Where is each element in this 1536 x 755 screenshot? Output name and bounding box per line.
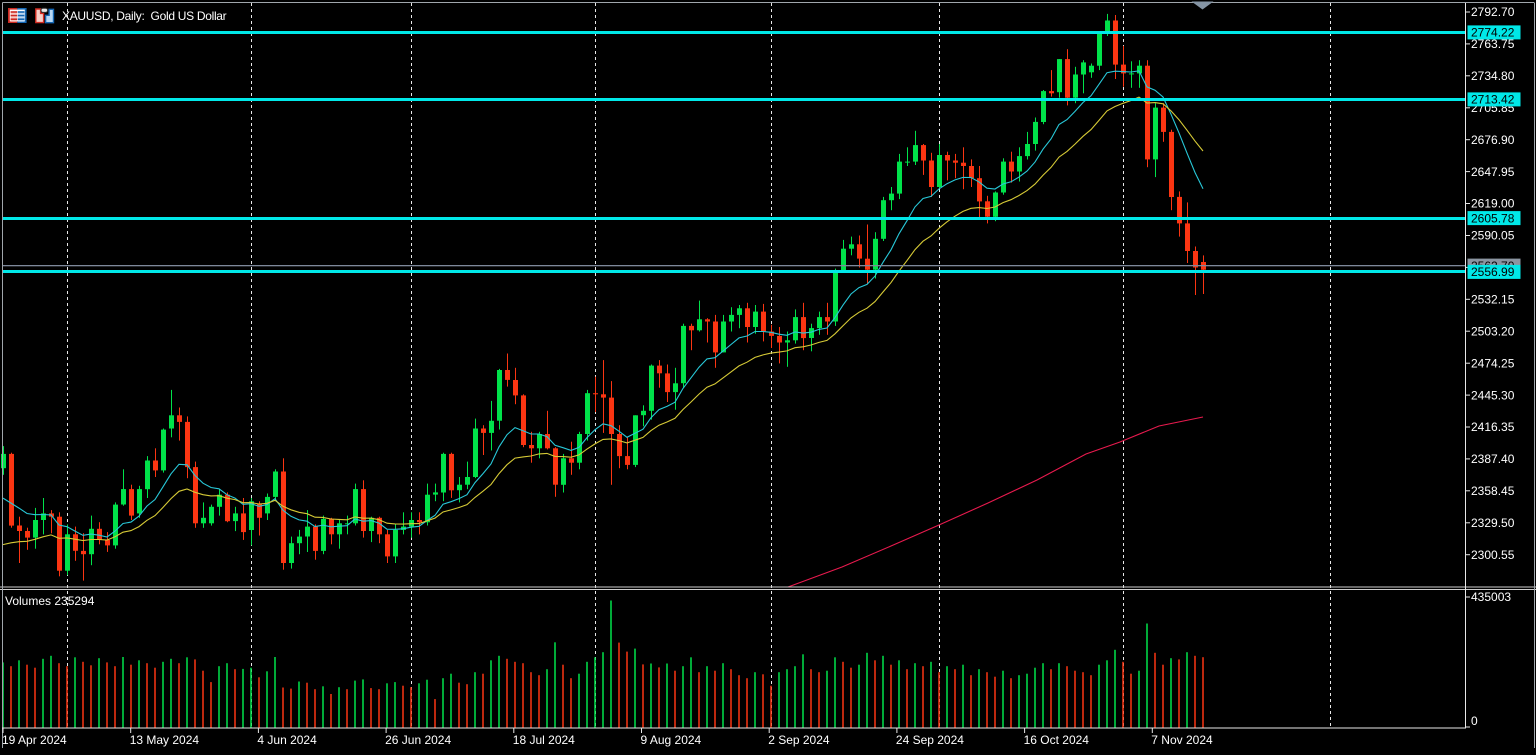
svg-text:13 May 2024: 13 May 2024	[130, 733, 200, 747]
svg-text:2556.99: 2556.99	[1471, 265, 1515, 279]
svg-text:0: 0	[1471, 714, 1478, 728]
svg-text:2713.42: 2713.42	[1471, 93, 1515, 107]
svg-text:19 Apr 2024: 19 Apr 2024	[2, 733, 67, 747]
svg-text:2734.80: 2734.80	[1471, 69, 1515, 83]
svg-text:2 Sep 2024: 2 Sep 2024	[768, 733, 830, 747]
svg-text:2503.20: 2503.20	[1471, 324, 1515, 338]
svg-text:18 Jul 2024: 18 Jul 2024	[513, 733, 575, 747]
svg-text:2763.75: 2763.75	[1471, 37, 1515, 51]
svg-text:4 Jun 2024: 4 Jun 2024	[257, 733, 317, 747]
svg-text:2329.50: 2329.50	[1471, 516, 1515, 530]
svg-text:435003: 435003	[1471, 590, 1511, 604]
svg-text:7 Nov 2024: 7 Nov 2024	[1151, 733, 1213, 747]
svg-text:XAUUSD, Daily: Gold US Dollar: XAUUSD, Daily: Gold US Dollar	[62, 9, 227, 23]
svg-text:2619.00: 2619.00	[1471, 197, 1515, 211]
svg-text:24 Sep 2024: 24 Sep 2024	[896, 733, 964, 747]
svg-text:2416.35: 2416.35	[1471, 420, 1515, 434]
svg-text:Volumes 235294: Volumes 235294	[5, 594, 95, 608]
svg-text:2774.22: 2774.22	[1471, 26, 1515, 40]
svg-text:2532.15: 2532.15	[1471, 293, 1515, 307]
svg-text:2300.55: 2300.55	[1471, 548, 1515, 562]
svg-text:9 Aug 2024: 9 Aug 2024	[641, 733, 702, 747]
svg-text:2445.30: 2445.30	[1471, 388, 1515, 402]
svg-text:2605.78: 2605.78	[1471, 211, 1515, 225]
svg-text:2676.90: 2676.90	[1471, 133, 1515, 147]
svg-text:16 Oct 2024: 16 Oct 2024	[1024, 733, 1090, 747]
svg-text:26 Jun 2024: 26 Jun 2024	[385, 733, 451, 747]
svg-text:2792.70: 2792.70	[1471, 5, 1515, 19]
svg-text:2647.95: 2647.95	[1471, 165, 1515, 179]
svg-text:2358.45: 2358.45	[1471, 484, 1515, 498]
svg-text:2387.40: 2387.40	[1471, 452, 1515, 466]
svg-text:2474.25: 2474.25	[1471, 356, 1515, 370]
svg-text:2590.05: 2590.05	[1471, 229, 1515, 243]
